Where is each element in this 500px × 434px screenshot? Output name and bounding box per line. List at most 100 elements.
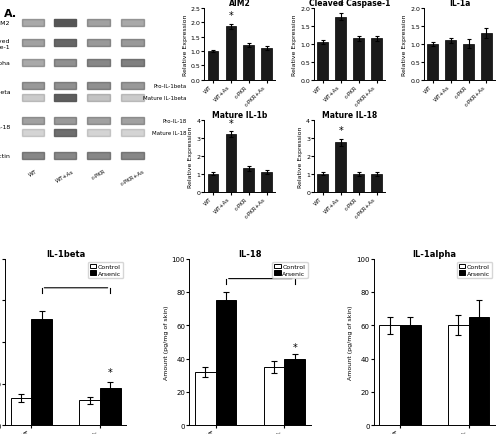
Bar	[354, 39, 364, 81]
Bar	[121, 20, 144, 27]
Text: *: *	[338, 0, 343, 10]
Title: Mature IL-18: Mature IL-18	[322, 111, 378, 120]
Text: *: *	[338, 126, 343, 136]
Bar	[121, 152, 144, 159]
Text: A.: A.	[4, 9, 17, 19]
Title: IL-1a: IL-1a	[449, 0, 470, 8]
Legend: Control, Arsenic: Control, Arsenic	[457, 262, 492, 278]
Bar	[54, 117, 76, 124]
Bar	[469, 317, 490, 425]
Bar	[121, 40, 144, 47]
Bar	[264, 367, 284, 425]
Bar	[54, 130, 76, 137]
Bar	[208, 174, 218, 193]
Bar	[379, 326, 400, 425]
Text: Actin: Actin	[0, 153, 10, 158]
Bar	[400, 326, 420, 425]
Y-axis label: Relative Expression: Relative Expression	[182, 14, 188, 76]
Y-axis label: Amount (pg/mg of skin): Amount (pg/mg of skin)	[164, 305, 169, 379]
Bar	[22, 40, 44, 47]
Bar	[318, 43, 328, 81]
Bar	[88, 95, 110, 102]
Legend: Control, Arsenic: Control, Arsenic	[88, 262, 123, 278]
Bar	[262, 49, 272, 81]
Bar	[88, 130, 110, 137]
Bar	[22, 117, 44, 124]
Bar	[88, 82, 110, 89]
Bar	[244, 169, 254, 193]
Bar	[54, 60, 76, 67]
Title: AIM2: AIM2	[229, 0, 250, 8]
Bar	[226, 135, 236, 193]
Text: *: *	[228, 118, 234, 128]
Bar	[88, 40, 110, 47]
Bar	[88, 20, 110, 27]
Bar	[244, 46, 254, 81]
Bar	[262, 173, 272, 193]
Bar	[121, 95, 144, 102]
Y-axis label: Relative Expression: Relative Expression	[298, 126, 304, 187]
Text: WT+As: WT+As	[55, 168, 75, 183]
Text: WT: WT	[28, 168, 38, 177]
Bar	[445, 41, 456, 81]
Bar	[463, 45, 474, 81]
Text: IL-18: IL-18	[0, 125, 10, 130]
Bar	[448, 326, 469, 425]
Bar	[88, 152, 110, 159]
Text: Mature IL-1beta: Mature IL-1beta	[144, 96, 187, 101]
Bar	[22, 95, 44, 102]
Y-axis label: Relative Expression: Relative Expression	[188, 126, 194, 187]
Title: IL-1beta: IL-1beta	[46, 249, 86, 258]
Bar	[88, 117, 110, 124]
Bar	[22, 130, 44, 137]
Title: IL-1alpha: IL-1alpha	[412, 249, 457, 258]
Bar	[22, 60, 44, 67]
Bar	[121, 82, 144, 89]
Bar	[121, 60, 144, 67]
Legend: Control, Arsenic: Control, Arsenic	[272, 262, 308, 278]
Text: *: *	[108, 368, 113, 378]
Text: c-PKR: c-PKR	[91, 168, 106, 181]
Text: *: *	[292, 342, 297, 352]
Bar	[22, 82, 44, 89]
Bar	[54, 40, 76, 47]
Bar	[481, 34, 492, 81]
Text: IL-1beta: IL-1beta	[0, 90, 10, 95]
Y-axis label: Relative Expression: Relative Expression	[292, 14, 298, 76]
Bar	[226, 27, 236, 81]
Text: IL-1alpha: IL-1alpha	[0, 61, 10, 66]
Text: Pro-IL-18: Pro-IL-18	[162, 118, 187, 123]
Y-axis label: Amount (pg/mg of skin): Amount (pg/mg of skin)	[348, 305, 354, 379]
Text: *: *	[228, 11, 234, 21]
Bar	[22, 152, 44, 159]
Bar	[121, 130, 144, 137]
Bar	[428, 45, 438, 81]
Bar	[121, 117, 144, 124]
Bar	[284, 359, 305, 425]
Bar	[10, 398, 31, 425]
Title: IL-18: IL-18	[238, 249, 262, 258]
Bar	[54, 95, 76, 102]
Bar	[88, 60, 110, 67]
Text: Pro-IL-1beta: Pro-IL-1beta	[154, 83, 187, 89]
Bar	[54, 152, 76, 159]
Bar	[371, 174, 382, 193]
Text: Cleaved
Caspase-1: Cleaved Caspase-1	[0, 39, 10, 50]
Text: AIM2: AIM2	[0, 21, 10, 26]
Bar	[318, 174, 328, 193]
Bar	[336, 143, 346, 193]
Title: Mature IL-1b: Mature IL-1b	[212, 111, 268, 120]
Bar	[354, 174, 364, 193]
Y-axis label: Relative Expression: Relative Expression	[402, 14, 407, 76]
Bar	[216, 301, 236, 425]
Bar	[195, 372, 216, 425]
Bar	[31, 319, 52, 425]
Bar	[371, 39, 382, 81]
Bar	[54, 82, 76, 89]
Text: c-PKR+As: c-PKR+As	[120, 168, 146, 186]
Bar	[80, 401, 100, 425]
Bar	[208, 52, 218, 81]
Bar	[100, 388, 121, 425]
Text: Mature IL-18: Mature IL-18	[152, 131, 187, 136]
Title: Cleaved Caspase-1: Cleaved Caspase-1	[309, 0, 390, 8]
